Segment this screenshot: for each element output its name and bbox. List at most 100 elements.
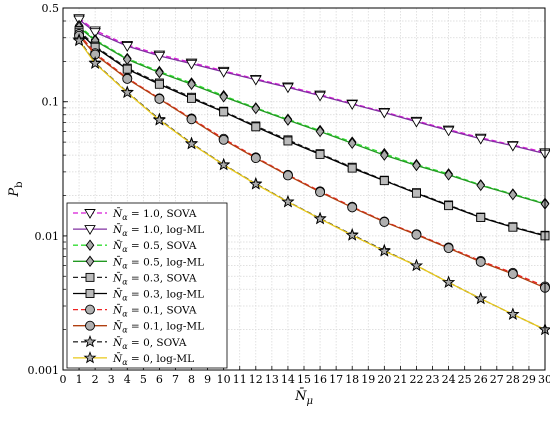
data-point (442, 126, 455, 137)
x-tick-label: 19 (361, 373, 375, 386)
x-tick-label: 10 (217, 373, 231, 386)
legend-marker (84, 209, 96, 219)
data-point (379, 176, 389, 186)
x-tick-label: 3 (108, 373, 115, 386)
x-tick-label: 2 (92, 373, 99, 386)
y-tick-label: 0.5 (42, 2, 60, 15)
x-tick-label: 24 (442, 373, 456, 386)
data-point (88, 56, 102, 69)
legend-item: N̄α = 0.1, SOVA (73, 304, 197, 319)
x-tick-label: 18 (345, 373, 359, 386)
data-point (314, 91, 326, 102)
data-point (508, 222, 518, 232)
legend-marker (85, 255, 95, 268)
data-point (218, 134, 229, 145)
data-point (507, 141, 519, 152)
data-point (154, 79, 164, 89)
data-point (379, 217, 390, 227)
data-point (217, 67, 230, 78)
legend-label: N̄α = 0.3, log-ML (112, 288, 204, 303)
x-tick-label: 28 (506, 373, 520, 386)
legend-item: N̄α = 1.0, SOVA (73, 207, 197, 222)
data-point (122, 53, 132, 66)
data-point (476, 213, 486, 222)
x-tick-label: 27 (490, 373, 504, 386)
data-point (153, 51, 166, 62)
y-tick-label: 0.01 (35, 230, 60, 243)
data-point (122, 64, 132, 74)
legend-marker (85, 320, 95, 331)
data-point (185, 137, 198, 150)
data-point (250, 75, 262, 86)
series-line (78, 40, 546, 331)
data-point (155, 66, 164, 79)
legend-label: N̄α = 1.0, log-ML (112, 223, 204, 238)
data-point (346, 100, 358, 111)
data-point (444, 169, 453, 181)
data-point (72, 33, 86, 47)
data-point (443, 243, 454, 254)
legend-marker (85, 239, 95, 251)
series-line (78, 25, 546, 204)
legend-label: N̄α = 0.1, log-ML (112, 320, 204, 335)
data-point (122, 73, 133, 84)
series-5 (74, 27, 550, 241)
x-tick-label: 7 (172, 373, 179, 386)
x-tick-label: 0 (60, 373, 67, 386)
x-tick-label: 23 (426, 373, 440, 386)
legend-marker (85, 304, 95, 315)
data-point (281, 195, 295, 208)
legend-item: N̄α = 0, SOVA (73, 335, 187, 351)
data-point (283, 114, 293, 126)
data-point (187, 78, 196, 91)
legend-label: N̄α = 0.3, SOVA (112, 271, 197, 286)
x-tick-label: 4 (124, 373, 131, 386)
data-point (152, 113, 166, 126)
x-tick-label: 6 (156, 373, 163, 386)
y-axis-label-sub: b (14, 181, 25, 187)
legend-label: N̄α = 0, SOVA (112, 336, 187, 351)
data-point (120, 85, 134, 99)
data-point (410, 117, 423, 128)
x-tick-label: 15 (297, 373, 311, 386)
data-point (411, 229, 422, 240)
x-tick-label: 13 (265, 373, 279, 386)
x-axis-label: N̄μ (294, 388, 313, 407)
ticks: 0 1 2 3 4 5 6 7 8 9 10 11 12 13 14 15 16 17 18 19 20 21 22 23 24… (28, 2, 550, 386)
x-tick-label: 11 (233, 373, 247, 386)
data-point (506, 307, 520, 320)
series-9 (72, 33, 550, 336)
legend-item: N̄α = 1.0, log-ML (73, 223, 204, 238)
legend-item: N̄α = 0.5, SOVA (73, 239, 197, 254)
data-point (410, 258, 423, 272)
data-point (219, 107, 229, 117)
data-point (315, 187, 326, 198)
data-point (347, 137, 357, 150)
legend-marker (83, 351, 97, 364)
x-tick-label: 8 (188, 373, 195, 386)
data-point (380, 149, 389, 161)
data-point (251, 102, 261, 115)
series-line (78, 19, 546, 155)
data-point (154, 93, 165, 104)
data-point (187, 93, 196, 103)
data-point (315, 149, 325, 159)
series-line (78, 31, 546, 237)
y-tick-label: 0.1 (42, 96, 60, 109)
data-point (347, 202, 358, 213)
data-point (251, 122, 261, 132)
legend-marker (85, 289, 95, 298)
x-tick-label: 30 (538, 373, 550, 386)
legend-marker (84, 225, 96, 235)
data-point (89, 28, 101, 39)
data-point (442, 275, 456, 288)
data-point (313, 212, 327, 225)
data-point (315, 125, 325, 138)
x-tick-label: 1 (76, 373, 83, 386)
data-point (412, 188, 421, 198)
data-point (444, 201, 454, 211)
data-point (250, 153, 261, 164)
x-tick-label: 16 (313, 373, 327, 386)
x-tick-label: 14 (281, 373, 295, 386)
